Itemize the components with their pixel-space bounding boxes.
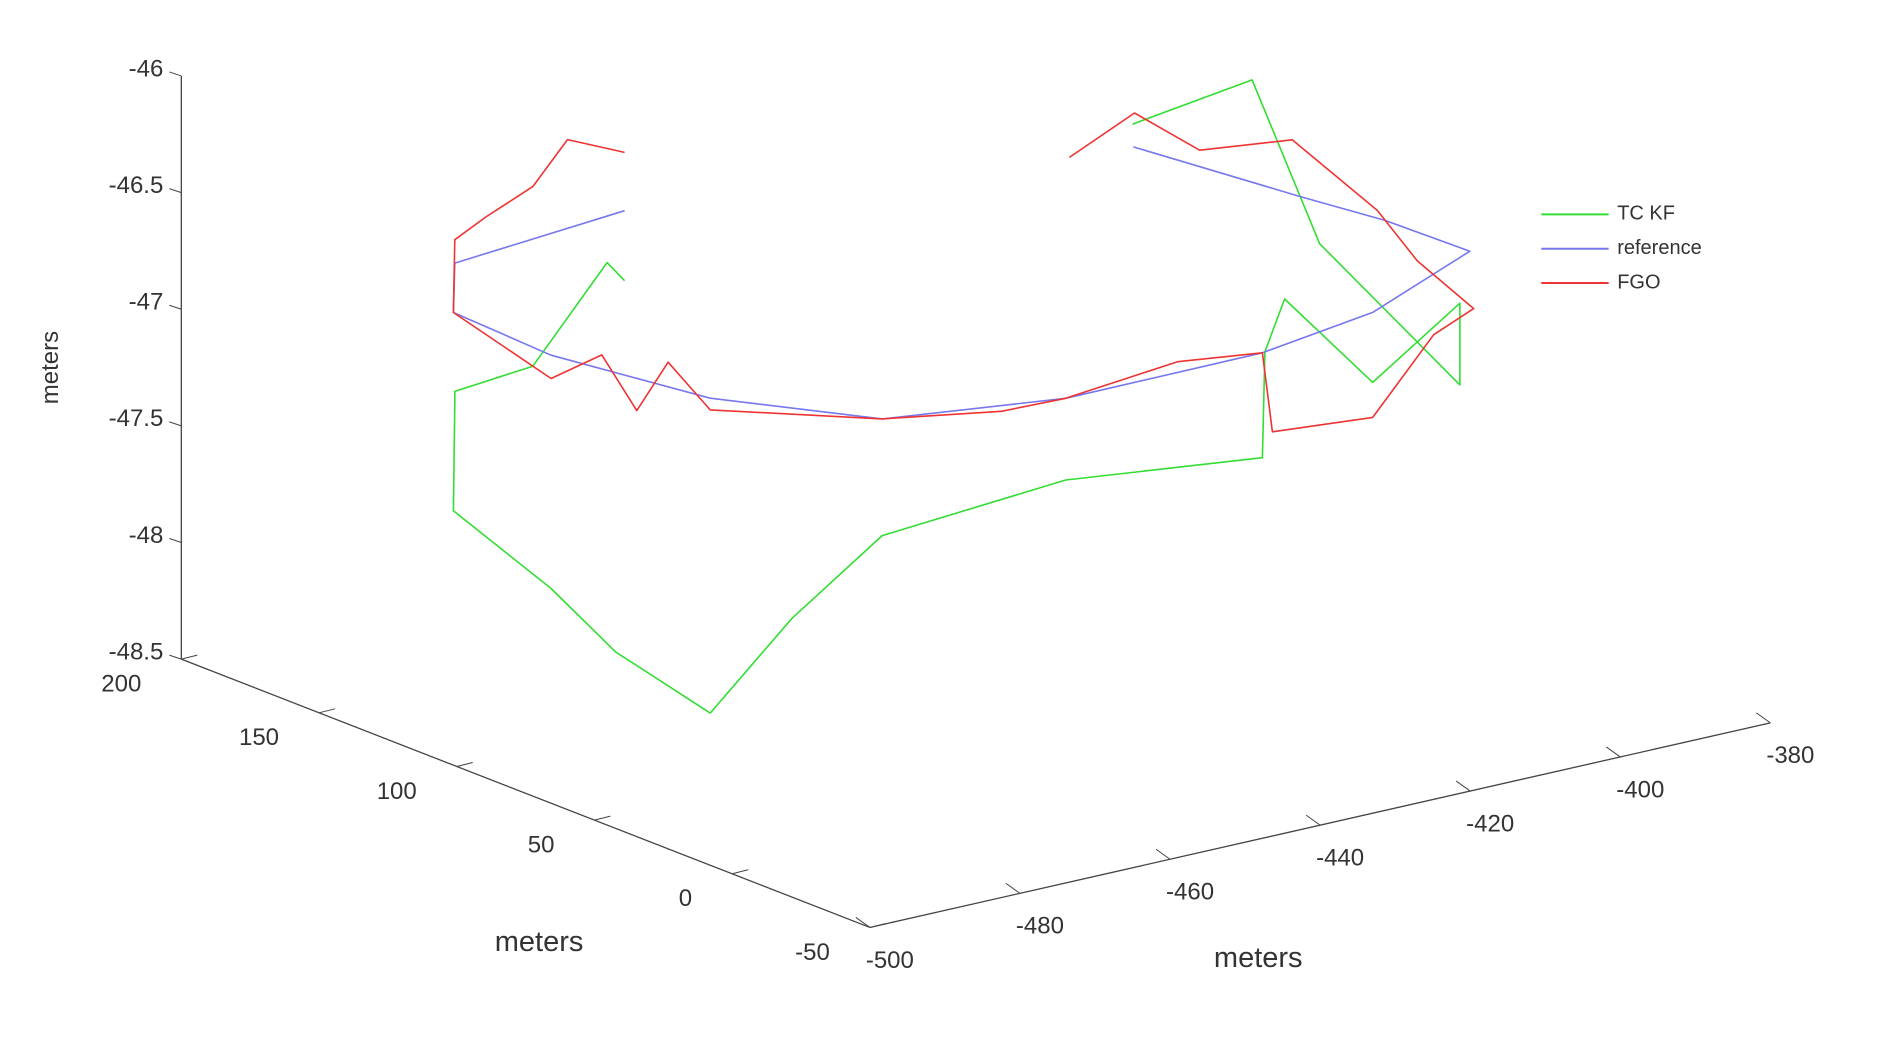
y-tick [732, 869, 749, 875]
x-tick [1605, 746, 1621, 758]
z-tick-label: -48.5 [109, 638, 164, 665]
trajectory [452, 112, 1475, 433]
x-tick-label: -380 [1766, 742, 1814, 769]
z-tick [169, 188, 182, 194]
z-axis-label: meters [37, 331, 64, 404]
legend-label: TC KF [1617, 203, 1675, 225]
x-axis-label: meters [1214, 942, 1303, 974]
x-tick-label: -480 [1016, 913, 1064, 940]
legend-label: FGO [1617, 271, 1660, 293]
y-tick-label: 0 [679, 885, 692, 912]
z-tick [169, 538, 182, 543]
z-tick-label: -46.5 [109, 172, 164, 199]
y-tick [869, 922, 886, 928]
x-tick [855, 917, 871, 928]
x-tick [1005, 882, 1021, 894]
z-tick-label: -47.5 [109, 405, 164, 432]
trajectory [452, 146, 1471, 420]
y-tick-label: 200 [101, 670, 141, 697]
y-tick [181, 654, 198, 660]
y-tick [318, 708, 336, 714]
x-tick-label: -440 [1316, 844, 1364, 871]
z-tick [169, 71, 182, 77]
z-tick [169, 654, 182, 660]
x-tick [1305, 814, 1321, 826]
y-tick [594, 815, 611, 821]
z-tick-label: -46 [129, 55, 164, 82]
y-tick-label: 100 [377, 778, 417, 805]
x-tick-label: -400 [1616, 776, 1664, 803]
y-tick-label: 150 [239, 724, 279, 751]
z-tick-label: -48 [129, 522, 164, 549]
x-tick [1455, 780, 1471, 792]
x-tick [1155, 848, 1171, 860]
y-axis-label: meters [495, 926, 584, 958]
y-tick [456, 761, 473, 767]
y-tick-label: 50 [528, 831, 555, 858]
x-tick-label: -460 [1166, 879, 1214, 906]
x-tick-label: -500 [866, 947, 914, 974]
y-axis [181, 658, 871, 929]
y-tick-label: -50 [795, 939, 830, 966]
x-tick [1756, 712, 1771, 724]
trajectory [452, 79, 1461, 714]
z-tick [169, 421, 182, 427]
z-tick [169, 304, 182, 310]
x-tick-label: -420 [1466, 810, 1514, 837]
legend-label: reference [1617, 237, 1702, 259]
z-tick-label: -47 [129, 289, 164, 316]
